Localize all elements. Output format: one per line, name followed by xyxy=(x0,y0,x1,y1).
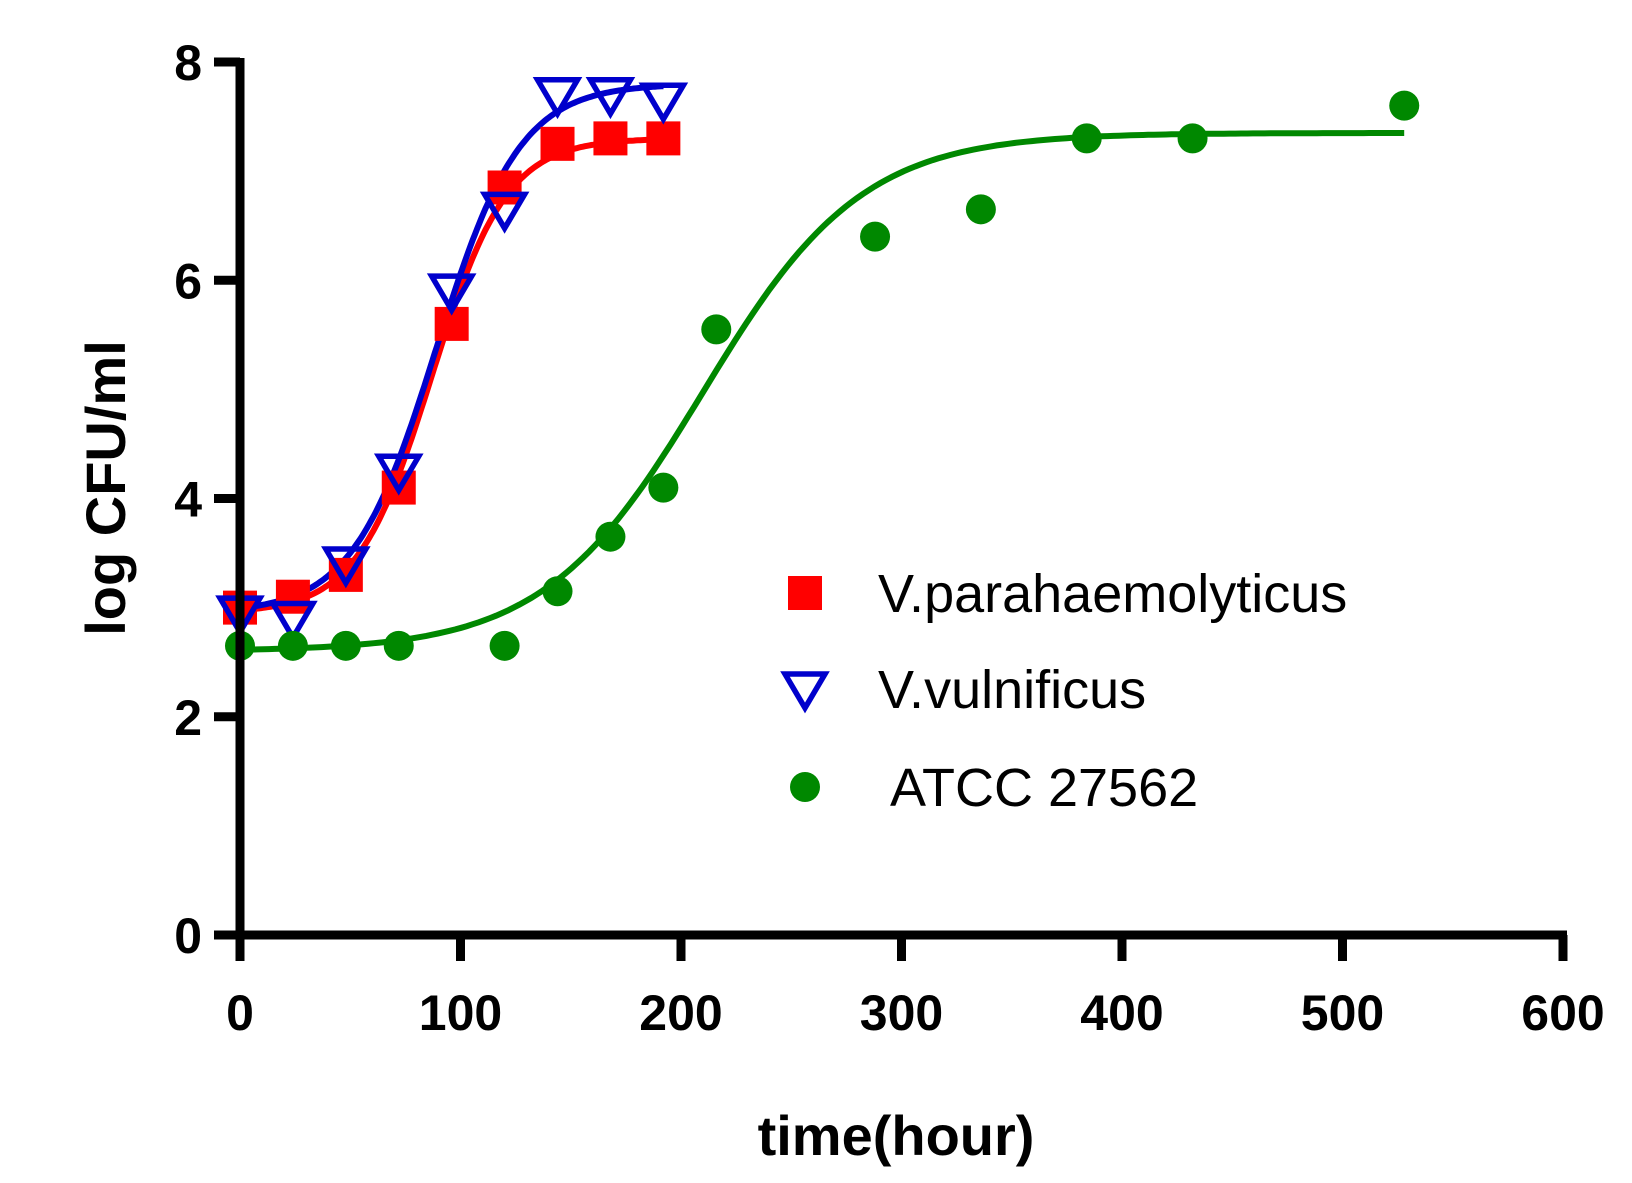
x-tick-label: 500 xyxy=(1301,985,1384,1041)
series-1-point xyxy=(540,126,575,161)
series-2-point xyxy=(268,600,318,643)
data-points xyxy=(215,76,1420,661)
series-1-point xyxy=(593,121,628,156)
series-3-point xyxy=(383,630,414,661)
legend-label-3: ATCC 27562 xyxy=(890,758,1198,818)
y-tick-label: 6 xyxy=(174,253,202,309)
x-tick-label: 0 xyxy=(226,985,254,1041)
y-tick-label: 8 xyxy=(174,35,202,91)
y-axis-title: log CFU/ml xyxy=(74,340,137,636)
series-3-point xyxy=(542,576,573,607)
series-2-point xyxy=(585,76,636,120)
series-1-point xyxy=(487,170,522,205)
x-tick-label: 600 xyxy=(1521,985,1604,1041)
series-2-point xyxy=(479,191,530,234)
series-2-point xyxy=(426,273,477,316)
legend-label-2: V.vulnificus xyxy=(878,660,1146,720)
axes: 0 100 200 300 400 500 600 0 2 4 6 8 xyxy=(174,35,1605,1041)
series-3-point xyxy=(648,472,679,503)
x-axis-title: time(hour) xyxy=(758,1104,1035,1167)
x-tick-label: 400 xyxy=(1080,985,1163,1041)
legend-marker-3 xyxy=(790,772,820,802)
series-3-point xyxy=(489,630,520,661)
y-tick-label: 2 xyxy=(174,690,202,746)
series-3-point xyxy=(1389,90,1420,121)
series-2-point xyxy=(638,82,689,125)
fit-curve-3 xyxy=(239,130,1405,653)
y-tick-label: 4 xyxy=(174,472,202,528)
series-2-point xyxy=(373,453,424,496)
x-tick-label: 200 xyxy=(639,985,722,1041)
legend-marker-1 xyxy=(788,576,822,610)
fit-curve-2 xyxy=(239,83,664,612)
series-3-point xyxy=(965,194,996,225)
series-3-point xyxy=(330,630,361,661)
series-2-point xyxy=(321,546,371,589)
legend-marker-2 xyxy=(780,671,830,714)
series-2-point xyxy=(532,76,583,120)
series-1-point xyxy=(275,579,310,614)
x-tick-label: 100 xyxy=(419,985,502,1041)
series-1-point xyxy=(646,121,681,156)
series-3-point xyxy=(1177,123,1208,154)
x-tick-label: 300 xyxy=(860,985,943,1041)
y-tick-label: 0 xyxy=(174,908,202,964)
legend-label-1: V.parahaemolyticus xyxy=(878,564,1347,624)
series-3-point xyxy=(595,521,626,552)
series-3-point xyxy=(277,630,308,661)
series-3-point xyxy=(701,314,732,345)
series-3-point xyxy=(860,221,891,252)
series-3-point xyxy=(1071,123,1102,154)
legend: V.parahaemolyticus V.vulnificus ATCC 27562 xyxy=(780,564,1347,818)
